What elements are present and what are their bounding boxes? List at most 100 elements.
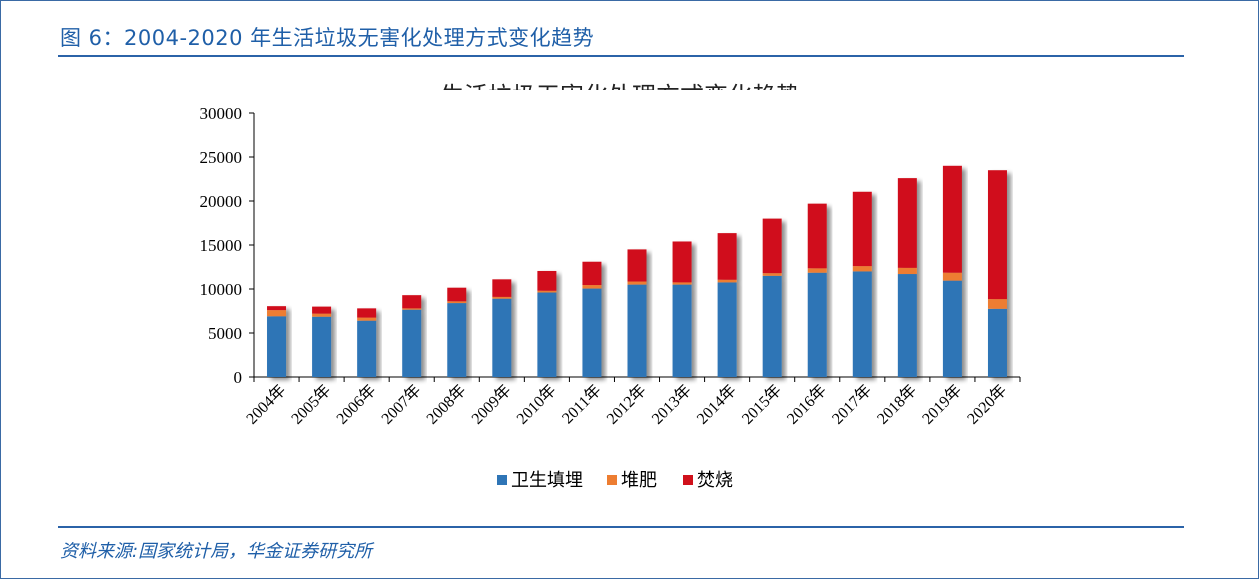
figure-title: 图 6：2004-2020 年生活垃圾无害化处理方式变化趋势 bbox=[60, 26, 595, 50]
x-tick-label: 2019年 bbox=[919, 381, 966, 428]
source-note: 资料来源:国家统计局，华金证券研究所 bbox=[60, 541, 373, 562]
legend-label: 堆肥 bbox=[621, 470, 657, 491]
bar-segment-incineration bbox=[312, 306, 332, 314]
bar-stack bbox=[447, 287, 467, 377]
x-tick-label: 2014年 bbox=[693, 381, 740, 428]
bar-segment-compost bbox=[672, 282, 692, 285]
bar-segment-compost bbox=[312, 313, 332, 317]
bar-segment-landfill bbox=[537, 292, 557, 377]
bar-segment-compost bbox=[402, 308, 422, 310]
bar-segment-landfill bbox=[627, 284, 647, 377]
bar-segment-incineration bbox=[537, 270, 557, 291]
bar-segment-incineration bbox=[717, 233, 737, 280]
bar-stack bbox=[267, 306, 287, 377]
bar-stack bbox=[942, 165, 962, 377]
bar-stack bbox=[357, 308, 377, 377]
bar-segment-compost bbox=[627, 281, 647, 285]
bar-segment-incineration bbox=[762, 218, 782, 274]
bar-segment-landfill bbox=[762, 275, 782, 377]
title-rule bbox=[58, 55, 1184, 57]
chart-heading-clipped: 生活垃圾无害化处理方式变化趋势 bbox=[440, 66, 900, 90]
bar-stack bbox=[807, 203, 827, 377]
y-tick-label: 15000 bbox=[200, 236, 243, 255]
x-tick-label: 2009年 bbox=[468, 381, 515, 428]
bar-segment-compost bbox=[762, 273, 782, 276]
bar-segment-landfill bbox=[852, 271, 872, 377]
bar-segment-compost bbox=[492, 296, 512, 299]
x-tick-label: 2005年 bbox=[288, 381, 335, 428]
y-tick-label: 20000 bbox=[200, 192, 243, 211]
bar-segment-compost bbox=[807, 268, 827, 273]
bar-segment-landfill bbox=[672, 284, 692, 377]
bar-segment-incineration bbox=[582, 261, 602, 286]
x-tick-label: 2013年 bbox=[648, 381, 695, 428]
bar-segment-incineration bbox=[627, 249, 647, 282]
bar-segment-compost bbox=[447, 301, 467, 304]
bar-stack bbox=[492, 279, 512, 377]
bar-segment-landfill bbox=[897, 274, 917, 377]
bar-segment-landfill bbox=[357, 320, 377, 377]
bar-segment-landfill bbox=[582, 288, 602, 377]
bar-segment-incineration bbox=[942, 165, 962, 273]
bar-stack bbox=[762, 218, 782, 377]
x-tick-label: 2020年 bbox=[964, 381, 1011, 428]
source-rule bbox=[58, 526, 1184, 528]
x-tick-label: 2016年 bbox=[783, 381, 830, 428]
bar-segment-landfill bbox=[492, 298, 512, 377]
bar-stack bbox=[582, 261, 602, 377]
bar-segment-incineration bbox=[987, 170, 1007, 300]
x-tick-label: 2006年 bbox=[333, 381, 380, 428]
legend-swatch bbox=[683, 475, 693, 485]
bar-segment-landfill bbox=[267, 316, 287, 377]
bar-segment-incineration bbox=[447, 287, 467, 302]
bar-stack bbox=[627, 249, 647, 377]
bar-segment-incineration bbox=[897, 178, 917, 268]
bar-segment-compost bbox=[582, 285, 602, 289]
bar-segment-incineration bbox=[402, 295, 422, 309]
bar-stack bbox=[537, 270, 557, 377]
y-tick-label: 5000 bbox=[208, 324, 242, 343]
x-tick-label: 2011年 bbox=[559, 381, 605, 427]
bar-segment-compost bbox=[852, 266, 872, 272]
x-tick-label: 2010年 bbox=[513, 381, 560, 428]
bar-stack bbox=[987, 170, 1007, 377]
bar-stack bbox=[717, 233, 737, 377]
legend-label: 卫生填埋 bbox=[511, 470, 583, 491]
y-tick-label: 10000 bbox=[200, 280, 243, 299]
x-tick-label: 2008年 bbox=[423, 381, 470, 428]
y-tick-label: 30000 bbox=[200, 104, 243, 123]
bar-group bbox=[267, 165, 1007, 377]
bar-segment-incineration bbox=[672, 241, 692, 283]
x-tick-label: 2018年 bbox=[874, 381, 921, 428]
bar-segment-compost bbox=[897, 267, 917, 275]
x-tick-label: 2015年 bbox=[738, 381, 785, 428]
bar-segment-landfill bbox=[807, 272, 827, 377]
bar-segment-incineration bbox=[357, 308, 377, 318]
bar-segment-compost bbox=[537, 290, 557, 293]
bar-segment-landfill bbox=[987, 308, 1007, 377]
legend-label: 焚烧 bbox=[697, 470, 733, 491]
chart-heading-text: 生活垃圾无害化处理方式变化趋势 bbox=[440, 76, 900, 90]
bar-segment-compost bbox=[987, 299, 1007, 309]
y-tick-label: 0 bbox=[234, 368, 243, 387]
x-tick-label: 2004年 bbox=[243, 381, 290, 428]
x-tick-label: 2007年 bbox=[378, 381, 425, 428]
legend-swatch bbox=[497, 475, 507, 485]
x-tick-labels: 2004年 2005年 2006年 2007年 2008年 2009年 2010年 2011年… bbox=[243, 381, 1011, 428]
bar-segment-compost bbox=[942, 272, 962, 281]
bar-segment-compost bbox=[267, 310, 287, 317]
bar-segment-incineration bbox=[267, 306, 287, 311]
bar-segment-compost bbox=[717, 279, 737, 283]
bar-segment-compost bbox=[357, 317, 377, 321]
bar-segment-incineration bbox=[492, 279, 512, 297]
y-tick-label: 25000 bbox=[200, 148, 243, 167]
bar-segment-incineration bbox=[852, 191, 872, 267]
bar-stack bbox=[852, 191, 872, 377]
bar-segment-landfill bbox=[942, 280, 962, 377]
legend: 卫生填埋 堆肥 焚烧 bbox=[497, 470, 733, 491]
bar-segment-incineration bbox=[807, 203, 827, 269]
x-tick-label: 2017年 bbox=[828, 381, 875, 428]
legend-swatch bbox=[607, 475, 617, 485]
bar-stack bbox=[312, 306, 332, 377]
